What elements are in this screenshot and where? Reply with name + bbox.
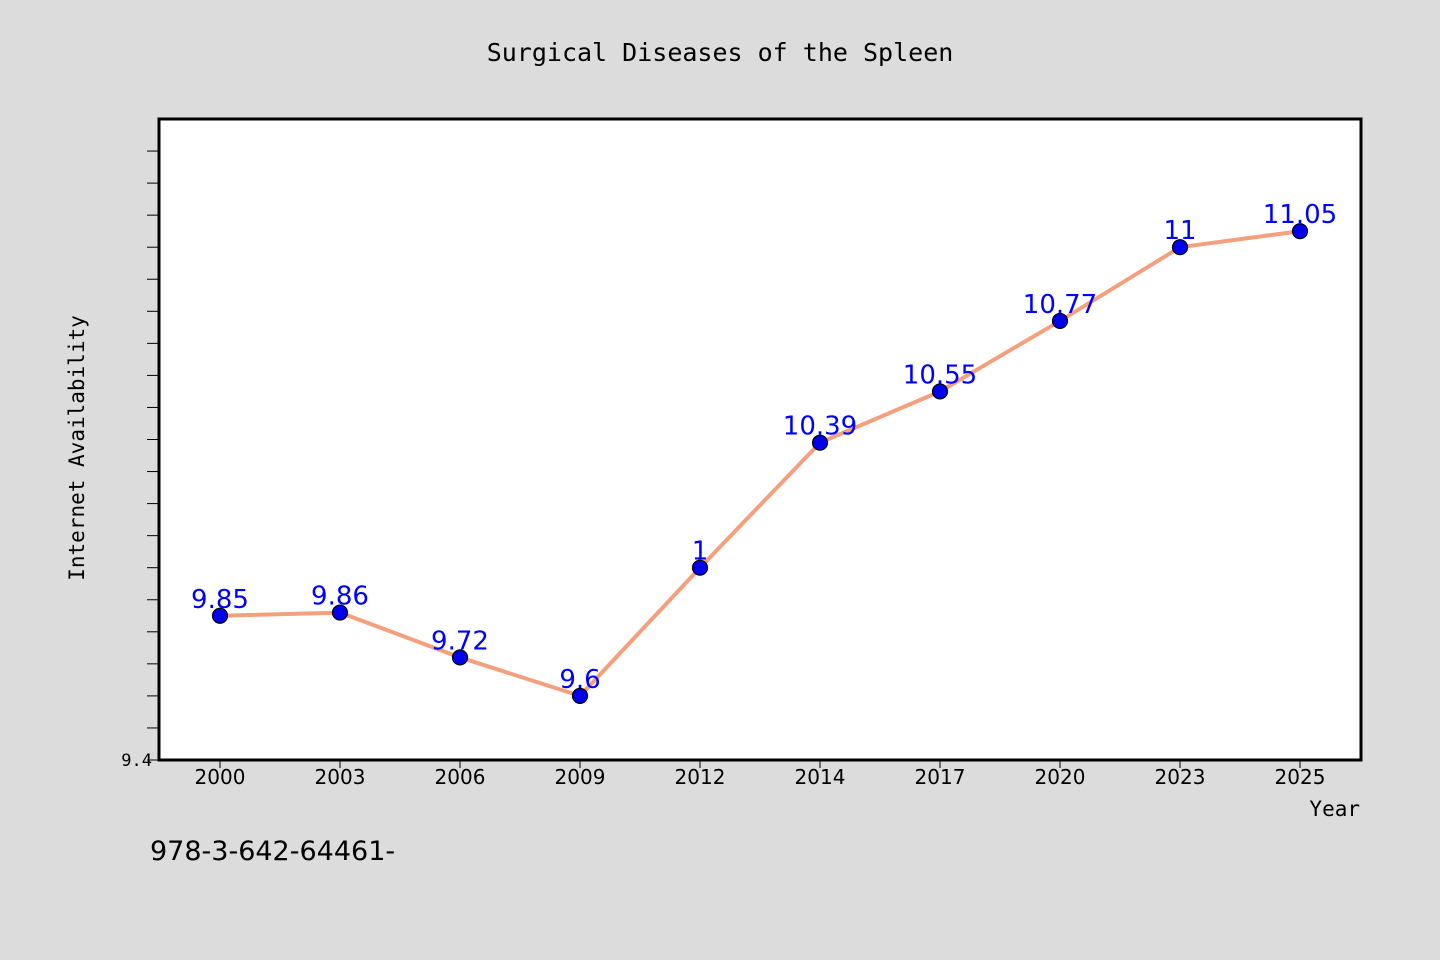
data-point	[1051, 312, 1069, 330]
data-label: 10.39	[783, 412, 857, 442]
data-label: 9.86	[311, 582, 369, 612]
x-tick-label: 2023	[1155, 765, 1206, 789]
data-point	[571, 687, 589, 705]
y-tick-label: 9.4	[121, 751, 152, 771]
x-axis: 2000 2003 2006 2009 2012 2014 2017 2020 2023 2025	[195, 760, 1326, 789]
y-axis-label: Internet Availability	[65, 315, 89, 581]
caption-text: 978-3-642-64461-	[150, 836, 396, 867]
data-label: 1	[692, 537, 709, 567]
x-tick-label: 2014	[795, 765, 846, 789]
y-axis-ticks	[147, 150, 159, 761]
x-axis-label: Year	[1309, 797, 1360, 821]
data-point	[691, 559, 709, 576]
x-tick-label: 2003	[315, 765, 366, 789]
plot-area	[157, 117, 1363, 762]
x-tick-label: 2006	[435, 765, 486, 789]
x-tick-label: 2009	[555, 765, 606, 789]
data-label: 10.77	[1023, 290, 1097, 320]
data-point	[331, 604, 349, 621]
data-point	[451, 649, 469, 666]
chart-title: Surgical Diseases of the Spleen	[487, 38, 954, 67]
data-point	[1171, 239, 1189, 256]
data-point	[1291, 223, 1309, 240]
data-point	[811, 434, 829, 451]
x-tick-label: 2020	[1035, 765, 1086, 789]
data-point	[211, 607, 229, 624]
data-point	[931, 383, 949, 400]
x-tick-label: 2000	[195, 765, 246, 789]
data-label: 10.55	[903, 360, 977, 390]
series-line	[218, 229, 1302, 698]
data-label: 9.85	[191, 585, 249, 615]
x-tick-label: 2017	[915, 765, 966, 789]
x-tick-label: 2012	[675, 765, 726, 789]
data-label: 9.6	[559, 665, 600, 695]
data-label: 9.72	[431, 626, 489, 656]
data-label: 11	[1163, 216, 1196, 246]
x-tick-label: 2025	[1275, 765, 1326, 789]
series-group: 9.85 9.86 9.72 9.6 1 10.39 10.55 10.77 11 11.05	[191, 200, 1337, 705]
data-label: 11.05	[1263, 200, 1337, 230]
